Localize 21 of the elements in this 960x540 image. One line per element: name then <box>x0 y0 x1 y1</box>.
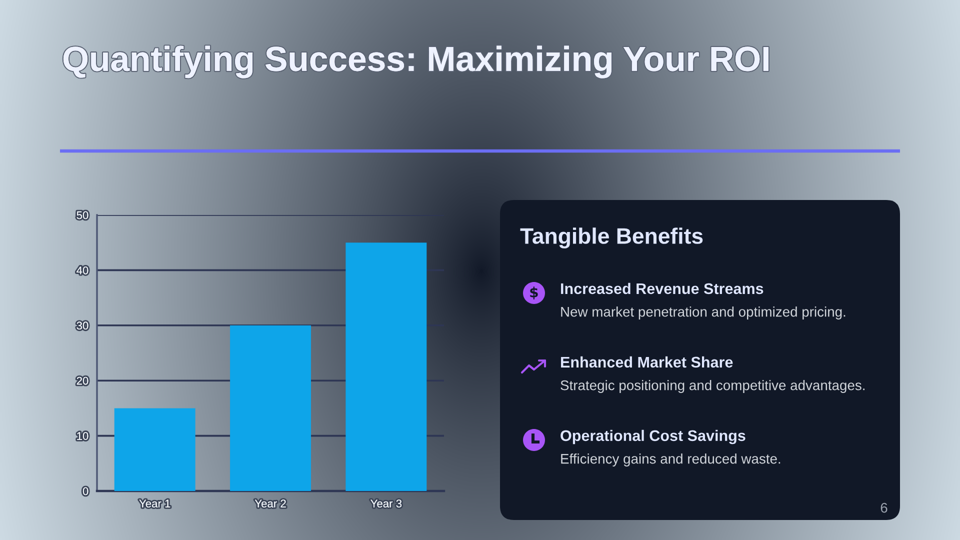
y-tick-label: 10 <box>77 432 88 440</box>
y-tick-label: 0 <box>82 487 88 496</box>
text: Enhanced Market Share <box>561 356 733 368</box>
y-tick-label: 40 <box>76 266 88 274</box>
y-tick-label: 30 <box>76 322 88 330</box>
bar <box>346 242 427 491</box>
x-tick-label: Year 1 <box>139 500 170 508</box>
x-tick-label: Year 3 <box>370 500 402 508</box>
chart-title: Quantifying Success: Maximizing Your ROI <box>63 46 768 78</box>
text: New market penetration and optimized pricing. <box>561 306 846 320</box>
y-tick-label: 20 <box>76 376 88 385</box>
bar <box>114 408 196 491</box>
text: 6 <box>880 502 888 513</box>
text: Increased Revenue Streams <box>561 282 764 294</box>
text: Efficiency gains and reduced waste. <box>561 454 780 466</box>
text: Strategic positioning and competitive advantages. <box>560 380 864 393</box>
text: Operational Cost Savings <box>560 430 746 444</box>
y-tick-label: 50 <box>76 211 88 220</box>
bar <box>230 325 311 491</box>
x-tick-label: Year 2 <box>254 500 286 508</box>
text: Tangible Benefits <box>520 228 703 248</box>
